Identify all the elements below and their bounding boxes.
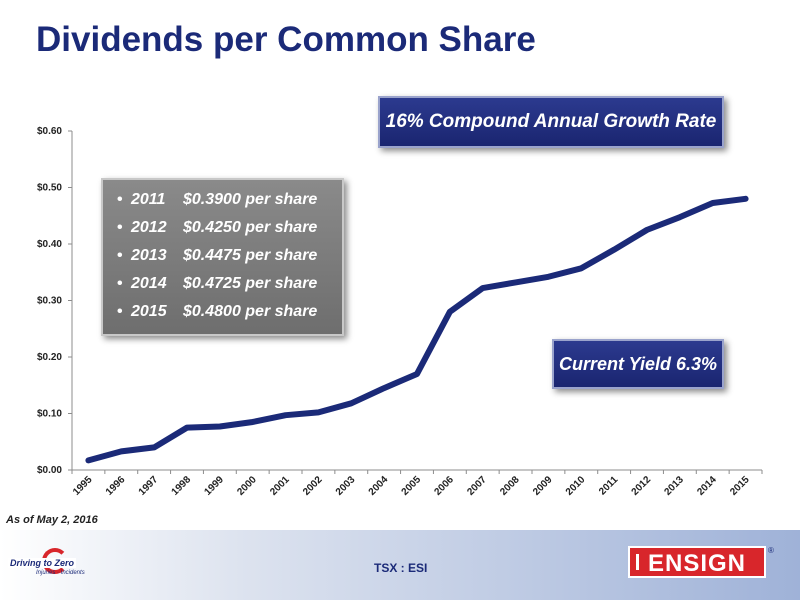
- y-tick-label: $0.00: [37, 465, 62, 476]
- data-point: [118, 448, 124, 454]
- dividend-year: 2012: [131, 219, 167, 236]
- x-tick-label: 2012: [630, 474, 654, 498]
- data-point: [381, 385, 387, 391]
- dividend-amount: $0.4725 per share: [183, 275, 318, 292]
- footer-bar: Driving to Zero Injuries · Incidents TSX…: [0, 530, 800, 600]
- x-tick-label: 2006: [432, 474, 456, 498]
- x-tick-label: 2003: [334, 474, 358, 498]
- y-tick-label: $0.40: [37, 239, 62, 250]
- y-tick-label: $0.30: [37, 296, 62, 307]
- dividend-history-box: • 2011 $0.3900 per share • 2012 $0.4250 per …: [101, 178, 344, 336]
- dividend-year: 2014: [131, 275, 167, 292]
- x-tick-label: 2010: [564, 474, 588, 498]
- dividend-line-chart: $0.00 $0.10 $0.20 $0.30 $0.40 $0.50 $0.60 1995…: [37, 126, 763, 498]
- x-tick-label: 2001: [268, 474, 292, 498]
- data-point: [480, 285, 486, 291]
- y-tick-label: $0.50: [37, 183, 62, 194]
- bullet-icon: •: [117, 303, 123, 320]
- x-tick-label: 2015: [728, 474, 752, 498]
- x-tick-label: 2008: [498, 474, 522, 498]
- x-tick-label: 2007: [465, 474, 489, 498]
- y-axis-ticks: $0.00 $0.10 $0.20 $0.30 $0.40 $0.50 $0.60: [37, 126, 72, 476]
- x-tick-label: 1995: [71, 474, 95, 498]
- y-tick-label: $0.20: [37, 352, 62, 363]
- data-point: [348, 400, 354, 406]
- data-point: [282, 412, 289, 418]
- x-tick-label: 2005: [400, 474, 424, 498]
- y-tick-label: $0.10: [37, 409, 62, 420]
- data-point: [545, 274, 552, 280]
- x-tick-label: 2004: [367, 474, 391, 498]
- bullet-icon: •: [117, 191, 123, 208]
- series-group: [85, 195, 749, 464]
- data-point: [184, 425, 190, 431]
- x-tick-label: 1997: [137, 474, 161, 498]
- ensign-mark-icon: [636, 554, 649, 570]
- x-tick-label: 2011: [597, 474, 620, 497]
- dividend-row: • 2015 $0.4800 per share: [103, 298, 342, 326]
- data-point: [578, 265, 584, 271]
- page-title: Dividends per Common Share: [36, 20, 536, 59]
- dividend-amount: $0.4475 per share: [183, 247, 318, 264]
- x-tick-label: 2014: [695, 474, 719, 498]
- x-tick-label: 1999: [202, 474, 226, 498]
- dividend-amount: $0.3900 per share: [183, 191, 318, 208]
- dividend-row: • 2012 $0.4250 per share: [103, 214, 342, 242]
- x-tick-label: 2000: [235, 474, 259, 498]
- dividend-row: • 2011 $0.3900 per share: [103, 186, 342, 214]
- y-tick-label: $0.60: [37, 126, 62, 137]
- data-point: [414, 371, 420, 377]
- x-axis-ticks: 1995 1996 1997 1998 1999 2000 2001 2002 2003 2004…: [71, 470, 763, 498]
- bullet-icon: •: [117, 247, 123, 264]
- data-point: [151, 444, 157, 450]
- data-point: [85, 457, 92, 463]
- dtz-logo-subtext: Injuries · Incidents: [36, 570, 85, 576]
- ticker-symbol: TSX : ESI: [374, 561, 428, 575]
- dividend-year: 2011: [131, 191, 166, 208]
- data-point: [710, 200, 716, 206]
- x-tick-label: 2009: [531, 474, 555, 498]
- dividend-amount: $0.4800 per share: [183, 303, 318, 320]
- dtz-logo-text: Driving to Zero: [8, 558, 77, 568]
- dividend-year: 2013: [131, 247, 167, 264]
- data-point: [644, 227, 650, 233]
- data-point: [677, 214, 683, 220]
- dividend-row: • 2013 $0.4475 per share: [103, 242, 342, 270]
- dividend-amount: $0.4250 per share: [183, 219, 318, 236]
- current-yield-callout: Current Yield 6.3%: [552, 339, 724, 389]
- bullet-icon: •: [117, 219, 123, 236]
- x-tick-label: 1998: [170, 474, 194, 498]
- ensign-logo-text: ENSIGN: [648, 550, 747, 577]
- x-tick-label: 2013: [662, 474, 686, 498]
- ensign-logo: ENSIGN: [628, 546, 766, 578]
- cagr-callout: 16% Compound Annual Growth Rate: [378, 96, 724, 148]
- data-point: [611, 247, 617, 253]
- x-tick-label: 1996: [104, 474, 128, 498]
- registered-mark: ®: [768, 546, 774, 555]
- data-point: [512, 279, 519, 286]
- driving-to-zero-logo: Driving to Zero Injuries · Incidents: [8, 548, 118, 588]
- data-point: [250, 419, 256, 425]
- dividend-year: 2015: [131, 303, 167, 320]
- as-of-date: As of May 2, 2016: [6, 514, 98, 526]
- data-point: [742, 196, 749, 202]
- data-point: [447, 309, 453, 315]
- x-tick-label: 2002: [301, 474, 325, 498]
- dividend-row: • 2014 $0.4725 per share: [103, 270, 342, 298]
- data-point: [217, 423, 223, 430]
- data-point: [315, 409, 322, 415]
- bullet-icon: •: [117, 275, 123, 292]
